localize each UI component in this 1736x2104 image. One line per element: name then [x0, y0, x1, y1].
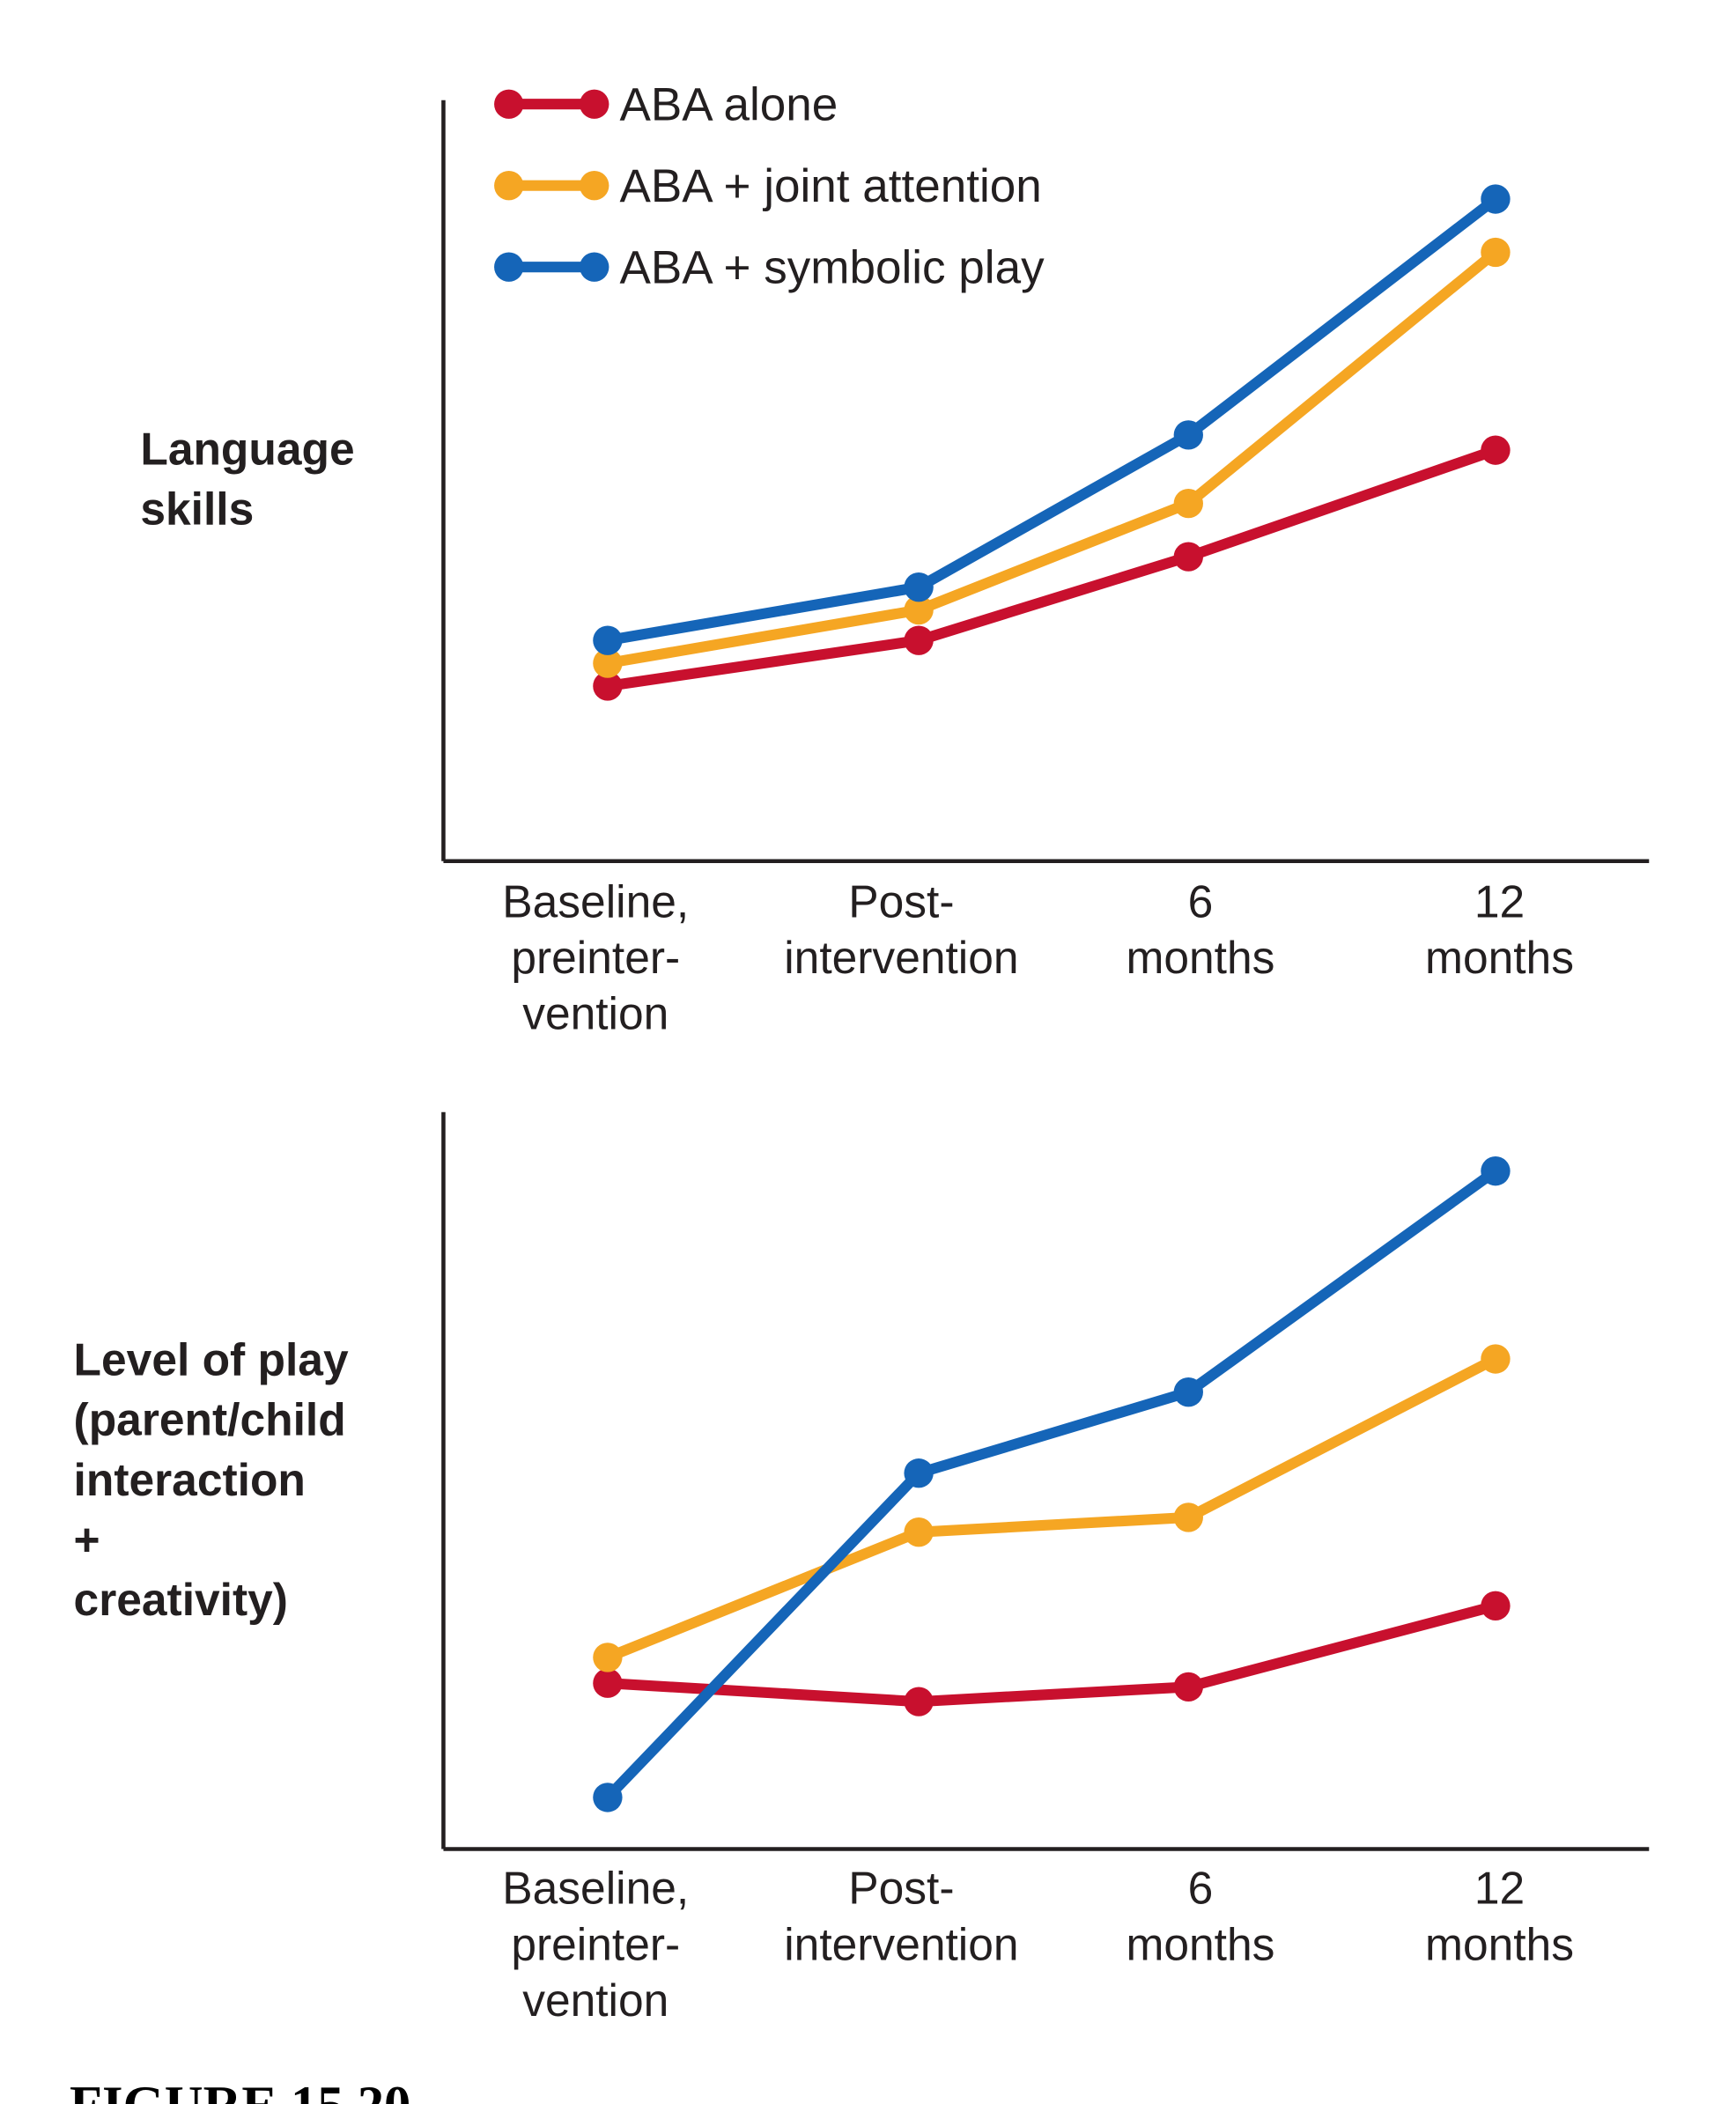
data-point — [593, 648, 623, 678]
data-point — [1481, 1591, 1511, 1621]
legend-swatch-marker — [494, 252, 524, 282]
data-point — [1481, 1155, 1511, 1186]
legend-entry: ABA + joint attention — [620, 160, 1042, 212]
legend-swatch-marker — [580, 252, 609, 282]
x-tick-label: 6 — [1188, 1863, 1214, 1914]
x-tick-label: months — [1126, 932, 1274, 983]
data-point — [1173, 420, 1203, 450]
x-tick-label: Post- — [848, 1863, 954, 1914]
x-tick-label: months — [1425, 932, 1574, 983]
legend-entry: ABA alone — [620, 78, 838, 130]
x-tick-label: 12 — [1474, 875, 1525, 926]
data-point — [1481, 435, 1511, 465]
data-point — [593, 1668, 623, 1698]
x-tick-label: 12 — [1474, 1863, 1525, 1914]
x-tick-label: Post- — [848, 875, 954, 926]
legend-swatch-marker — [494, 89, 524, 119]
series-line — [605, 1354, 1498, 1663]
x-tick-label: intervention — [784, 1918, 1018, 1969]
y-axis-label: Level of play — [74, 1333, 349, 1384]
y-axis-label: + — [74, 1514, 100, 1565]
x-tick-label: intervention — [784, 932, 1018, 983]
data-point — [593, 671, 623, 701]
data-point — [593, 1783, 623, 1812]
legend-swatch-marker — [580, 171, 609, 201]
chart-level-of-play: Level of play (parent/child interaction + cr… — [74, 1111, 1650, 2026]
data-point — [904, 1517, 934, 1547]
y-axis-label: skills — [140, 484, 254, 535]
y-axis-label: interaction — [74, 1454, 306, 1505]
x-tick-label: preinter- — [511, 1918, 680, 1969]
x-tick-label: vention — [522, 1975, 669, 2026]
data-point — [904, 594, 934, 625]
data-point — [1173, 1377, 1203, 1407]
data-point — [593, 1643, 623, 1672]
series-line — [607, 1600, 1497, 1708]
data-point — [904, 572, 934, 602]
data-point — [1481, 237, 1511, 268]
series-line — [607, 445, 1497, 692]
data-point — [1481, 184, 1511, 214]
x-tick-label: months — [1425, 1918, 1574, 1969]
legend-swatch-marker — [494, 171, 524, 201]
legend-swatch-marker — [580, 89, 609, 119]
data-point — [904, 1458, 934, 1488]
data-point — [593, 625, 623, 655]
x-tick-label: Baseline, — [502, 875, 689, 926]
data-point — [1173, 1502, 1203, 1532]
y-axis-label: Language — [140, 424, 354, 475]
data-point — [1481, 1344, 1511, 1374]
series-line — [606, 195, 1499, 646]
data-point — [1173, 542, 1203, 572]
y-axis-label: (parent/child — [74, 1394, 346, 1445]
y-axis-label: creativity) — [74, 1574, 288, 1625]
x-tick-label: months — [1126, 1918, 1274, 1969]
data-point — [1173, 488, 1203, 519]
legend: ABA alone ABA + joint attention ABA + symb… — [494, 78, 1045, 293]
series-line — [603, 1166, 1499, 1802]
chart-language-skills: Language skills Baseline, preinter-vention P… — [140, 100, 1650, 1039]
x-tick-label: 6 — [1188, 875, 1214, 926]
data-point — [904, 625, 934, 655]
legend-entry: ABA + symbolic play — [620, 241, 1045, 293]
figure-caption: FIGURE 15.20 — [70, 2076, 410, 2104]
data-point — [904, 1687, 934, 1716]
x-tick-label: Baseline, — [502, 1863, 689, 1914]
series-line — [606, 247, 1499, 669]
x-tick-label: preinter- — [511, 932, 680, 983]
data-point — [1173, 1672, 1203, 1702]
x-tick-label: vention — [522, 988, 669, 1039]
